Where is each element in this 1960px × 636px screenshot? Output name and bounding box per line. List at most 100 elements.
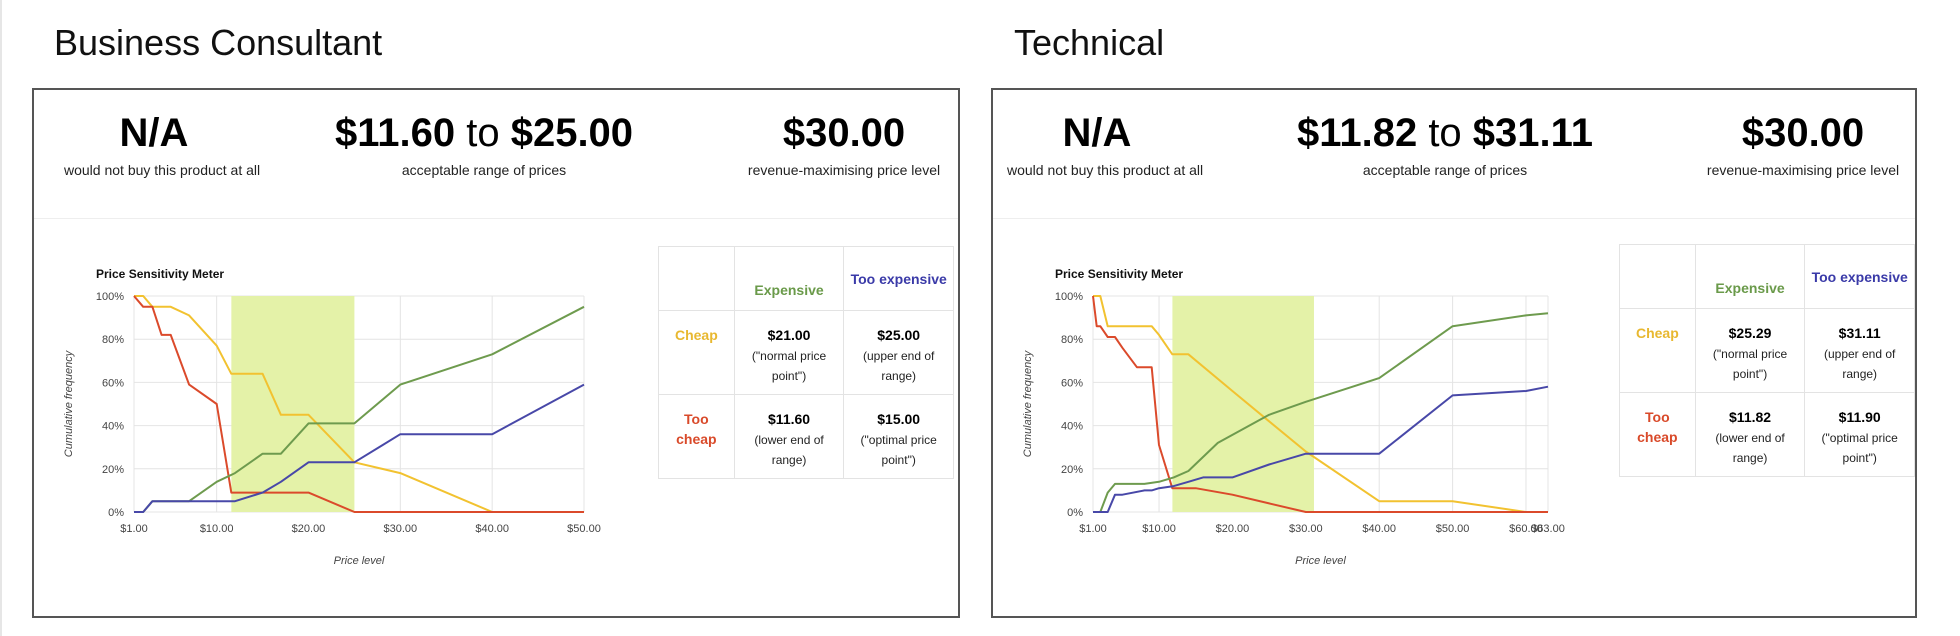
col-header-too-expensive: Too expensive [1804, 244, 1915, 309]
x-tick-label: $1.00 [120, 523, 148, 535]
y-tick-label: 80% [1061, 334, 1083, 346]
cell-note: (upper end of range) [862, 349, 935, 383]
row-label-cheap: Cheap [1619, 308, 1696, 393]
stat-na: N/A would not buy this product at all [1007, 108, 1203, 178]
row-label-cheap: Cheap [658, 310, 735, 395]
y-tick-label: 20% [102, 464, 124, 476]
cell-normal-price: $21.00 ("normal price point") [733, 310, 845, 395]
y-tick-label: 0% [1067, 507, 1083, 519]
series-line-too_cheap [1092, 295, 1548, 513]
stat-revenue-caption: revenue-maximising price level [747, 162, 941, 178]
x-tick-label: $30.00 [383, 523, 417, 535]
stat-range: $11.82 to $31.11 acceptable range of pri… [1275, 108, 1615, 178]
panel-card: N/A would not buy this product at all $1… [991, 88, 1917, 618]
x-tick-label: $10.00 [200, 523, 234, 535]
row-label-too-cheap: Too cheap [1619, 392, 1696, 477]
y-tick-label: 100% [96, 291, 124, 303]
stat-range-value: $11.82 to $31.11 [1275, 108, 1615, 158]
panel-heading: Business Consultant [54, 22, 383, 63]
x-tick-label: $63.00 [1531, 523, 1565, 535]
cell-value: $11.60 [768, 411, 811, 427]
y-tick-label: 20% [1061, 464, 1083, 476]
range-high: $31.11 [1472, 111, 1593, 155]
page-left-edge [0, 0, 2, 636]
cell-lower-end: $11.60 (lower end of range) [733, 394, 845, 479]
range-to: to [1428, 111, 1462, 155]
series-line-expensive [1093, 312, 1549, 513]
range-to: to [466, 111, 500, 155]
stat-range-caption: acceptable range of prices [1362, 162, 1528, 178]
y-tick-label: 0% [108, 507, 124, 519]
panel-heading: Technical [1014, 22, 1165, 63]
stat-revenue-caption: revenue-maximising price level [1706, 162, 1900, 178]
stat-na-caption: would not buy this product at all [64, 162, 261, 178]
stat-revenue: $30.00 revenue-maximising price level [744, 108, 944, 178]
cell-value: $21.00 [767, 327, 811, 343]
acceptable-range-band [1172, 296, 1314, 512]
panel-card: N/A would not buy this product at all $1… [32, 88, 960, 618]
cell-note: ("normal price point") [1712, 347, 1788, 381]
cell-normal-price: $25.29 ("normal price point") [1694, 308, 1806, 393]
series-line-too_cheap [133, 295, 584, 513]
cell-optimal-price: $11.90 ("optimal price point") [1804, 392, 1915, 477]
x-axis-label: Price level [334, 555, 385, 567]
y-axis-label: Cumulative frequency [63, 349, 75, 457]
y-tick-label: 60% [1061, 377, 1083, 389]
cell-note: (lower end of range) [754, 433, 824, 467]
x-axis-label: Price level [1295, 555, 1346, 567]
table-corner [1619, 244, 1696, 309]
stat-na-value: N/A [1062, 111, 1132, 155]
cell-note: ("optimal price point") [860, 433, 937, 467]
price-table: Expensive Too expensive Cheap $25.29 ("no… [1619, 244, 1915, 477]
x-tick-label: $50.00 [567, 523, 601, 535]
cell-note: (lower end of range) [1715, 431, 1785, 465]
x-tick-label: $20.00 [1216, 523, 1250, 535]
y-tick-label: 100% [1055, 291, 1083, 303]
stat-range-value: $11.60 to $25.00 [314, 108, 654, 158]
chart-title: Price Sensitivity Meter [96, 267, 224, 281]
x-tick-label: $20.00 [292, 523, 326, 535]
cell-note: ("optimal price point") [1821, 431, 1898, 465]
cell-value: $31.11 [1838, 325, 1881, 341]
y-axis-label: Cumulative frequency [1022, 349, 1034, 457]
range-high: $25.00 [510, 111, 634, 155]
stat-range-caption: acceptable range of prices [401, 162, 567, 178]
acceptable-range-band [231, 296, 355, 512]
x-tick-label: $40.00 [1362, 523, 1396, 535]
range-low: $11.60 [334, 111, 456, 155]
cell-note: ("normal price point") [751, 349, 827, 383]
stat-range: $11.60 to $25.00 acceptable range of pri… [314, 108, 654, 178]
series-line-too_expensive [1093, 385, 1549, 513]
price-sensitivity-chart: Price Sensitivity Meter 0% 20% 40% 60% 80% 100… [63, 267, 601, 567]
stat-revenue: $30.00 revenue-maximising price level [1703, 108, 1903, 178]
table-corner [658, 246, 735, 311]
stat-revenue-value: $30.00 [782, 111, 906, 155]
y-tick-label: 60% [102, 377, 124, 389]
stats-row: N/A would not buy this product at all $1… [34, 90, 958, 219]
cell-value: $25.00 [877, 327, 921, 343]
stats-row: N/A would not buy this product at all $1… [993, 90, 1915, 219]
series-line-too_expensive [134, 383, 585, 513]
series-line-cheap [1093, 295, 1548, 513]
cell-value: $11.90 [1838, 409, 1881, 425]
col-header-expensive: Expensive [733, 246, 845, 311]
cell-value: $11.82 [1729, 409, 1772, 425]
cell-optimal-price: $15.00 ("optimal price point") [843, 394, 954, 479]
stat-na-value: N/A [119, 111, 189, 155]
cell-upper-end: $31.11 (upper end of range) [1804, 308, 1915, 393]
x-tick-label: $1.00 [1079, 523, 1107, 535]
y-tick-label: 80% [102, 334, 124, 346]
chart-title: Price Sensitivity Meter [1055, 267, 1183, 281]
cell-value: $15.00 [877, 411, 921, 427]
x-tick-label: $10.00 [1142, 523, 1176, 535]
y-tick-label: 40% [102, 421, 124, 433]
x-tick-label: $50.00 [1436, 523, 1470, 535]
row-label-too-cheap: Too cheap [658, 394, 735, 479]
series-line-expensive [134, 305, 585, 513]
series-line-cheap [134, 295, 584, 513]
cell-lower-end: $11.82 (lower end of range) [1694, 392, 1806, 477]
x-tick-label: $30.00 [1289, 523, 1323, 535]
y-tick-label: 40% [1061, 421, 1083, 433]
col-header-expensive: Expensive [1694, 244, 1806, 309]
price-table: Expensive Too expensive Cheap $21.00 ("no… [658, 246, 954, 479]
